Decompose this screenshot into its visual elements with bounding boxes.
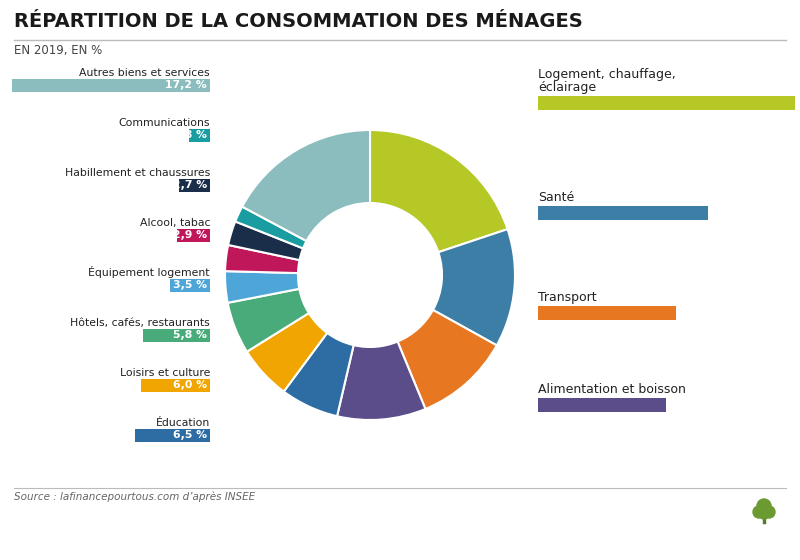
Wedge shape <box>242 130 370 241</box>
Text: 10,7 %: 10,7 % <box>542 306 590 320</box>
Text: EN 2019, EN %: EN 2019, EN % <box>14 44 102 57</box>
Circle shape <box>757 499 771 513</box>
Bar <box>135 429 210 442</box>
Text: Communications: Communications <box>118 118 210 128</box>
Text: 6,5 %: 6,5 % <box>173 431 207 441</box>
Text: 17,2 %: 17,2 % <box>166 81 207 91</box>
Text: Santé: Santé <box>538 191 574 204</box>
Circle shape <box>763 506 775 518</box>
Wedge shape <box>247 313 327 391</box>
Wedge shape <box>235 207 306 249</box>
Wedge shape <box>228 289 309 352</box>
Text: 2,7 %: 2,7 % <box>173 180 207 190</box>
Text: 2,9 %: 2,9 % <box>173 231 207 240</box>
Text: Transport: Transport <box>538 291 597 304</box>
Text: 3,5 %: 3,5 % <box>173 281 207 291</box>
Text: Logement, chauffage,: Logement, chauffage, <box>538 68 676 81</box>
Bar <box>538 306 676 320</box>
Bar <box>179 179 210 192</box>
Bar <box>538 96 795 110</box>
Text: 13,2 %: 13,2 % <box>542 207 590 220</box>
Bar <box>143 329 210 342</box>
Bar <box>141 379 210 392</box>
Text: Habillement et chaussures: Habillement et chaussures <box>65 168 210 178</box>
Text: 9,9 %: 9,9 % <box>542 399 581 412</box>
Text: Éducation: Éducation <box>156 418 210 428</box>
Text: Autres biens et services: Autres biens et services <box>79 68 210 78</box>
Wedge shape <box>228 221 303 260</box>
Text: Hôtels, cafés, restaurants: Hôtels, cafés, restaurants <box>70 318 210 328</box>
Text: Source : lafinancepourtous.com d’après INSEE: Source : lafinancepourtous.com d’après I… <box>14 492 255 502</box>
Circle shape <box>753 506 765 518</box>
Wedge shape <box>225 245 299 273</box>
Text: 1,8 %: 1,8 % <box>173 130 207 141</box>
Wedge shape <box>433 229 515 346</box>
Text: Équipement logement: Équipement logement <box>89 266 210 278</box>
Bar <box>190 129 210 142</box>
Text: Alcool, tabac: Alcool, tabac <box>139 218 210 228</box>
Text: éclairage: éclairage <box>538 81 596 94</box>
Circle shape <box>759 509 769 519</box>
Wedge shape <box>337 342 426 420</box>
Bar <box>12 79 210 92</box>
Bar <box>538 398 666 412</box>
Text: 6,0 %: 6,0 % <box>173 380 207 390</box>
Text: 5,8 %: 5,8 % <box>173 330 207 340</box>
Bar <box>177 229 210 242</box>
Text: 19,9 %: 19,9 % <box>542 96 590 110</box>
Wedge shape <box>370 130 507 252</box>
Bar <box>538 206 709 220</box>
Wedge shape <box>398 310 497 409</box>
Wedge shape <box>284 333 354 416</box>
Bar <box>170 279 210 292</box>
Text: Alimentation et boisson: Alimentation et boisson <box>538 383 686 396</box>
Text: Loisirs et culture: Loisirs et culture <box>120 368 210 378</box>
Text: RÉPARTITION DE LA CONSOMMATION DES MÉNAGES: RÉPARTITION DE LA CONSOMMATION DES MÉNAG… <box>14 12 582 31</box>
Wedge shape <box>225 271 299 303</box>
